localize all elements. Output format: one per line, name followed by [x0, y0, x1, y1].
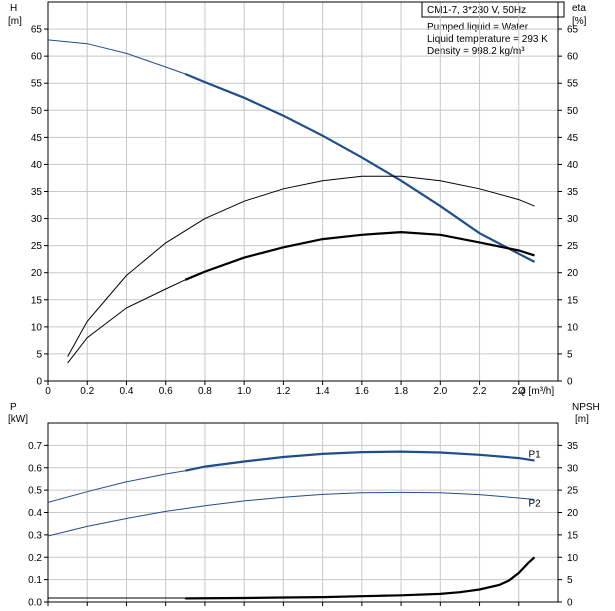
- top-xlabel: Q [m³/h]: [518, 386, 554, 397]
- panel1-ytick-label: 0.5: [28, 486, 42, 497]
- panel0-ytick-label: 50: [31, 106, 43, 117]
- panel0-ytick-label: 60: [31, 52, 43, 63]
- panel0-ytick-label: 15: [31, 295, 43, 306]
- top-xtick-label: 1.8: [394, 386, 408, 397]
- panel0-ytick-label: 55: [31, 79, 43, 90]
- top-xtick-label: 1.6: [355, 386, 369, 397]
- info-line-density: Density = 998.2 kg/m³: [427, 46, 525, 57]
- panel0-y2tick-label: 10: [567, 322, 579, 333]
- panel0-ytick-label: 45: [31, 133, 43, 144]
- top-xtick-label: 1.0: [237, 386, 251, 397]
- panel1-y2tick-label: 15: [567, 530, 579, 541]
- panel0-y2tick-label: 65: [567, 25, 579, 36]
- info-line-liquid: Pumped liquid = Water: [427, 22, 529, 33]
- panel1-y2tick-label: 20: [567, 508, 579, 519]
- panel0-y2tick-label: 45: [567, 133, 579, 144]
- series-P1-label: P1: [528, 450, 541, 461]
- panel1-ytick-label: 0.1: [28, 575, 42, 586]
- panel0-y2tick-label: 50: [567, 106, 579, 117]
- top-xtick-label: 1.4: [316, 386, 330, 397]
- bottom-ylabel-unit: [kW]: [8, 414, 28, 425]
- top-xtick-label: 1.2: [276, 386, 290, 397]
- title-box-text: CM1-7, 3*230 V, 50Hz: [427, 5, 526, 16]
- panel0-y2tick-label: 25: [567, 241, 579, 252]
- panel0-y2tick-label: 20: [567, 268, 579, 279]
- panel0-ytick-label: 65: [31, 25, 43, 36]
- panel0-y2tick-label: 40: [567, 160, 579, 171]
- panel0-ytick-label: 40: [31, 160, 43, 171]
- bottom-ylabel-P: P: [10, 402, 17, 413]
- panel0-ytick-label: 35: [31, 187, 43, 198]
- panel1-ytick-label: 0.3: [28, 530, 42, 541]
- panel1-y2tick-label: 0: [567, 598, 573, 609]
- top-y2label-unit: [%]: [572, 16, 587, 27]
- series-P2-line: [47, 491, 535, 537]
- top-xtick-label: 2.4: [512, 386, 526, 397]
- top-xtick-label: 2.0: [433, 386, 447, 397]
- panel1-y2tick-label: 30: [567, 463, 579, 474]
- panel1-ytick-label: 0.4: [28, 508, 42, 519]
- panel0-y2tick-label: 5: [567, 349, 573, 360]
- series-H-operating-range: [184, 72, 536, 263]
- panel1-y2tick-label: 5: [567, 575, 573, 586]
- panel1-ytick-label: 0.0: [28, 598, 42, 609]
- top-xtick-label: 0.8: [198, 386, 212, 397]
- panel1-y2tick-label: 25: [567, 486, 579, 497]
- panel1-ytick-label: 0.2: [28, 553, 42, 564]
- top-xtick-label: 0.2: [80, 386, 94, 397]
- panel0-ytick-label: 5: [36, 349, 42, 360]
- top-y2label-eta: eta: [572, 3, 586, 14]
- top-xtick-label: 0: [45, 386, 51, 397]
- top-xtick-label: 2.2: [473, 386, 487, 397]
- series-eta-line: [67, 175, 535, 357]
- panel1-ytick-label: 0.6: [28, 463, 42, 474]
- top-ylabel-H: H: [10, 3, 17, 14]
- top-xtick-label: 0.6: [159, 386, 173, 397]
- panel0-y2tick-label: 55: [567, 79, 579, 90]
- bottom-y2label-unit: [m]: [575, 414, 589, 425]
- panel0-y2tick-label: 30: [567, 214, 579, 225]
- panel1-ytick-label: 0.7: [28, 441, 42, 452]
- info-line-temperature: Liquid temperature = 293 K: [427, 34, 548, 45]
- panel1-y2tick-label: 35: [567, 441, 579, 452]
- series-P2-label: P2: [528, 499, 541, 510]
- panel0-ytick-label: 30: [31, 214, 43, 225]
- panel0-y2tick-label: 15: [567, 295, 579, 306]
- series-P1-operating-range: [185, 450, 535, 472]
- series-NPSH-operating-range: [185, 556, 536, 600]
- panel0-ytick-label: 20: [31, 268, 43, 279]
- panel0-ytick-label: 25: [31, 241, 43, 252]
- bottom-y2label-NPSH: NPSH: [572, 402, 600, 413]
- top-xtick-label: 0.4: [120, 386, 134, 397]
- panel0-ytick-label: 0: [36, 377, 42, 388]
- top-ylabel-unit: [m]: [8, 16, 22, 27]
- panel0-y2tick-label: 60: [567, 52, 579, 63]
- panel0-ytick-label: 10: [31, 322, 43, 333]
- panel0-y2tick-label: 0: [567, 377, 573, 388]
- panel1-y2tick-label: 10: [567, 553, 579, 564]
- panel0-y2tick-label: 35: [567, 187, 579, 198]
- series-eta-low-operating-range: [184, 230, 535, 281]
